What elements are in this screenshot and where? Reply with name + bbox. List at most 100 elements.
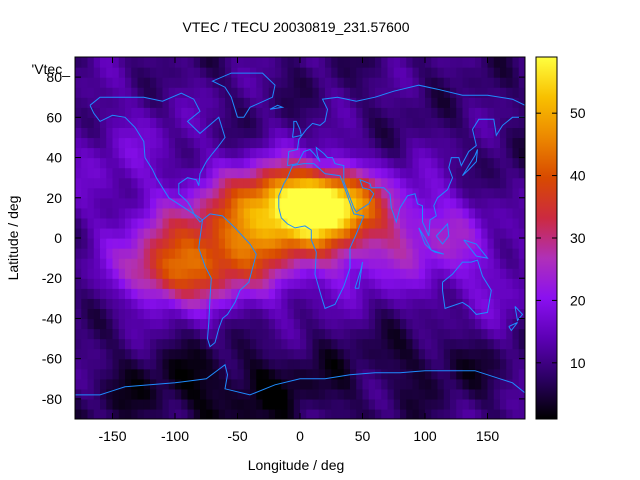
- heatmap-cell: [481, 177, 489, 189]
- heatmap-cell: [293, 268, 301, 279]
- heatmap-cell: [443, 207, 451, 219]
- heatmap-cell: [437, 207, 445, 219]
- heatmap-cell: [406, 338, 414, 350]
- heatmap-cell: [325, 338, 332, 350]
- heatmap-cell: [168, 288, 176, 299]
- heatmap-cell: [337, 97, 345, 108]
- heatmap-cell: [368, 338, 376, 350]
- heatmap-cell: [93, 117, 101, 128]
- heatmap-cell: [481, 338, 489, 350]
- heatmap-cell: [412, 368, 420, 380]
- heatmap-cell: [175, 67, 182, 78]
- heatmap-cell: [275, 177, 282, 189]
- heatmap-cell: [312, 207, 320, 219]
- heatmap-cell: [350, 217, 357, 229]
- heatmap-cell: [212, 368, 220, 380]
- heatmap-cell: [518, 378, 525, 390]
- heatmap-cell: [256, 338, 264, 350]
- heatmap-cell: [306, 338, 314, 350]
- heatmap-cell: [275, 388, 282, 400]
- heatmap-cell: [218, 248, 226, 259]
- heatmap-cell: [212, 398, 220, 410]
- heatmap-cell: [412, 147, 420, 159]
- heatmap-cell: [75, 87, 82, 98]
- heatmap-cell: [387, 398, 395, 410]
- heatmap-cell: [412, 207, 420, 219]
- heatmap-cell: [506, 368, 514, 380]
- heatmap-cell: [212, 358, 220, 370]
- heatmap-cell: [193, 187, 201, 199]
- heatmap-cell: [387, 348, 395, 360]
- heatmap-cell: [437, 388, 445, 400]
- heatmap-cell: [425, 57, 432, 68]
- heatmap-cell: [131, 398, 139, 410]
- colorbar-tick-label: 20: [570, 292, 586, 308]
- heatmap-cell: [250, 207, 257, 219]
- heatmap-cell: [193, 338, 201, 350]
- heatmap-cell: [425, 137, 432, 149]
- heatmap-cell: [137, 97, 145, 108]
- heatmap-cell: [181, 298, 189, 309]
- heatmap-cell: [312, 278, 320, 289]
- heatmap-cell: [412, 187, 420, 199]
- heatmap-cell: [325, 147, 332, 159]
- heatmap-cell: [256, 288, 264, 299]
- heatmap-cell: [387, 57, 395, 68]
- heatmap-cell: [156, 127, 164, 139]
- heatmap-cell: [468, 298, 476, 309]
- heatmap-cell: [212, 298, 220, 309]
- heatmap-cell: [318, 127, 326, 139]
- heatmap-cell: [237, 137, 245, 149]
- heatmap-cell: [318, 348, 326, 360]
- heatmap-cell: [156, 328, 164, 340]
- heatmap-cell: [506, 107, 514, 118]
- heatmap-cell: [406, 308, 414, 320]
- heatmap-cell: [287, 177, 295, 189]
- heatmap-cell: [150, 97, 157, 108]
- heatmap-cell: [487, 167, 495, 179]
- heatmap-cell: [350, 157, 357, 169]
- heatmap-cell: [268, 157, 276, 169]
- heatmap-cell: [306, 328, 314, 340]
- heatmap-cell: [106, 67, 114, 78]
- y-tick-label: 20: [46, 190, 62, 206]
- heatmap-cell: [512, 227, 520, 239]
- heatmap-cell: [150, 167, 157, 179]
- heatmap-cell: [256, 187, 264, 199]
- heatmap-cell: [106, 398, 114, 410]
- heatmap-cell: [168, 77, 176, 88]
- heatmap-cell: [331, 328, 339, 340]
- y-tick-label: -20: [42, 270, 62, 286]
- heatmap-cell: [412, 217, 420, 229]
- heatmap-cell: [406, 117, 414, 128]
- heatmap-cell: [456, 238, 464, 249]
- heatmap-cell: [275, 328, 282, 340]
- heatmap-cell: [437, 127, 445, 139]
- heatmap-cell: [481, 318, 489, 330]
- heatmap-cell: [106, 368, 114, 380]
- heatmap-cell: [237, 238, 245, 249]
- heatmap-cell: [268, 338, 276, 350]
- heatmap-cell: [218, 97, 226, 108]
- heatmap-cell: [481, 57, 489, 68]
- heatmap-cell: [343, 67, 351, 78]
- heatmap-cell: [443, 107, 451, 118]
- heatmap-cell: [393, 117, 401, 128]
- heatmap-cell: [450, 238, 457, 249]
- heatmap-cell: [468, 217, 476, 229]
- heatmap-cell: [268, 248, 276, 259]
- heatmap-cell: [375, 227, 382, 239]
- heatmap-cell: [281, 338, 289, 350]
- heatmap-cell: [231, 408, 239, 419]
- heatmap-cell: [400, 217, 407, 229]
- heatmap-cell: [75, 358, 82, 370]
- heatmap-cell: [212, 378, 220, 390]
- heatmap-cell: [462, 348, 470, 360]
- heatmap-cell: [225, 227, 232, 239]
- heatmap-cell: [150, 328, 157, 340]
- heatmap-cell: [262, 157, 270, 169]
- heatmap-cell: [506, 67, 514, 78]
- y-tick-label: 80: [46, 69, 62, 85]
- heatmap-cell: [312, 368, 320, 380]
- heatmap-cell: [225, 127, 232, 139]
